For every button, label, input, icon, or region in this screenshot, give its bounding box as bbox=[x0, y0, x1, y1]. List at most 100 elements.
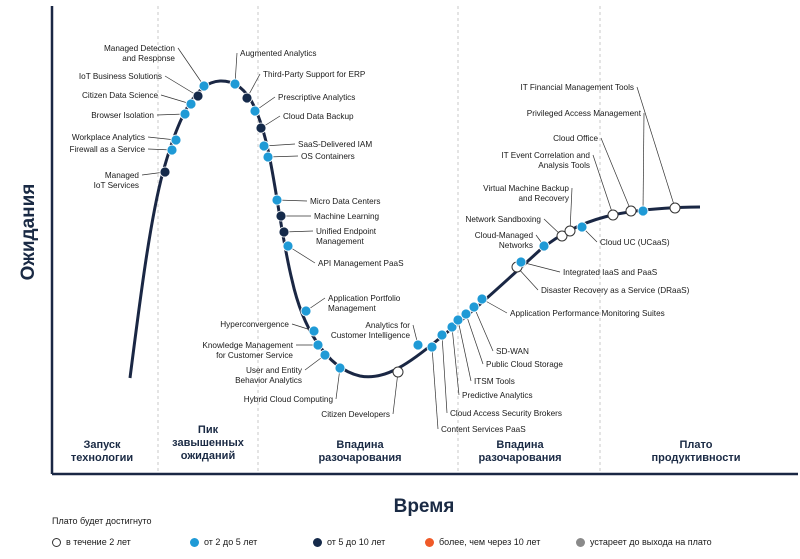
dot-saas-delivered-iam bbox=[258, 140, 270, 152]
label-public-cloud-storage: Public Cloud Storage bbox=[486, 360, 563, 369]
dot-user-and-entity-behavior-analytics bbox=[319, 349, 331, 361]
dot-application-portfolio-management bbox=[300, 305, 312, 317]
label-os-containers: OS Containers bbox=[301, 152, 355, 161]
label-content-services-paas: Content Services PaaS bbox=[441, 425, 526, 434]
phase-label: технологии bbox=[71, 452, 133, 464]
legend-title: Плато будет достигнуто bbox=[52, 516, 152, 526]
label-privileged-access-management: Privileged Access Management bbox=[527, 109, 642, 118]
leader-predictive-analytics bbox=[451, 326, 460, 396]
label-user-and-entity-behavior-analytics: User and Entity Behavior Analytics bbox=[235, 366, 303, 385]
legend-label: от 5 до 10 лет bbox=[327, 537, 386, 547]
label-itsm-tools: ITSM Tools bbox=[474, 377, 515, 386]
dot-machine-learning bbox=[275, 210, 287, 222]
leader-content-services-paas bbox=[431, 346, 439, 430]
label-application-portfolio-management: Application Portfolio Management bbox=[328, 294, 401, 313]
leader-cloud-access-security-brokers bbox=[441, 334, 448, 414]
legend-dot-5-10 bbox=[313, 537, 322, 547]
legend-label: от 2 до 5 лет bbox=[204, 537, 258, 547]
dot-unified-endpoint-management bbox=[278, 226, 290, 238]
label-sd-wan: SD-WAN bbox=[496, 347, 529, 356]
label-augmented-analytics: Augmented Analytics bbox=[240, 49, 316, 58]
label-managed-iot-services: Managed IoT Services bbox=[94, 171, 140, 190]
label-it-event-correlation-and-analysis-tools: IT Event Correlation and Analysis Tools bbox=[501, 151, 590, 170]
leader-cloud-office bbox=[600, 137, 632, 212]
leader-virtual-machine-backup-and-recovery bbox=[569, 187, 573, 232]
label-browser-isolation: Browser Isolation bbox=[91, 111, 154, 120]
dot-cloud-managed-networks bbox=[538, 240, 550, 252]
phase-label: ожиданий bbox=[181, 450, 235, 462]
label-citizen-data-science: Citizen Data Science bbox=[82, 91, 158, 100]
dot-application-performance-monitoring-suites bbox=[476, 293, 488, 305]
phase-label: Впадина bbox=[496, 439, 544, 451]
label-hybrid-cloud-computing: Hybrid Cloud Computing bbox=[244, 395, 334, 404]
dot-firewall-as-a-service bbox=[166, 144, 178, 156]
label-cloud-access-security-brokers: Cloud Access Security Brokers bbox=[450, 409, 562, 418]
label-cloud-office: Cloud Office bbox=[553, 134, 598, 143]
dot-cloud-access-security-brokers bbox=[436, 329, 448, 341]
dot-browser-isolation bbox=[179, 108, 191, 120]
dot-sd-wan bbox=[468, 301, 480, 313]
phase-label: Пик bbox=[198, 424, 219, 436]
dot-network-sandboxing bbox=[556, 230, 568, 242]
dot-virtual-machine-backup-and-recovery bbox=[564, 225, 576, 237]
leader-it-event-correlation-and-analysis-tools bbox=[592, 154, 614, 216]
label-disaster-recovery-as-a-service-draas: Disaster Recovery as a Service (DRaaS) bbox=[541, 286, 690, 295]
label-micro-data-centers: Micro Data Centers bbox=[310, 197, 381, 206]
legend-item-5-10: от 5 до 10 лет bbox=[313, 537, 385, 547]
dot-it-event-correlation-and-analysis-tools bbox=[607, 209, 619, 221]
leader-integrated-iaas-and-paas bbox=[520, 261, 561, 273]
y-axis-label: Ожидания bbox=[18, 184, 39, 281]
label-cloud-data-backup: Cloud Data Backup bbox=[283, 112, 354, 121]
dot-citizen-developers bbox=[392, 366, 404, 378]
legend-item-within-2: в течение 2 лет bbox=[52, 537, 131, 547]
leader-iot-business-solutions bbox=[164, 75, 199, 97]
label-cloud-uc-ucaas: Cloud UC (UCaaS) bbox=[600, 238, 670, 247]
dot-prescriptive-analytics bbox=[249, 105, 261, 117]
dot-cloud-uc-ucaas bbox=[576, 221, 588, 233]
legend-item-2-5: от 2 до 5 лет bbox=[190, 537, 257, 547]
label-citizen-developers: Citizen Developers bbox=[321, 410, 390, 419]
legend-label: в течение 2 лет bbox=[66, 537, 131, 547]
leader-citizen-developers bbox=[392, 371, 399, 415]
leader-sd-wan bbox=[473, 306, 494, 352]
dot-cloud-data-backup bbox=[255, 122, 267, 134]
legend-label: устареет до выхода на плато bbox=[590, 537, 712, 547]
leader-itsm-tools bbox=[457, 319, 472, 382]
dot-analytics-for-customer-intelligence bbox=[412, 339, 424, 351]
dot-it-financial-management-tools bbox=[669, 202, 681, 214]
label-analytics-for-customer-intelligence: Analytics for Customer Intelligence bbox=[331, 321, 411, 340]
label-application-performance-monitoring-suites: Application Performance Monitoring Suite… bbox=[510, 309, 665, 318]
dot-citizen-data-science bbox=[185, 98, 197, 110]
label-predictive-analytics: Predictive Analytics bbox=[462, 391, 533, 400]
dot-public-cloud-storage bbox=[460, 308, 472, 320]
label-cloud-managed-networks: Cloud-Managed Networks bbox=[475, 231, 534, 250]
legend-dot-within-2 bbox=[52, 537, 61, 547]
legend-label: более, чем через 10 лет bbox=[439, 537, 541, 547]
dot-privileged-access-management bbox=[637, 205, 649, 217]
dot-os-containers bbox=[262, 151, 274, 163]
dot-workplace-analytics bbox=[170, 134, 182, 146]
dot-third-party-support-for-erp bbox=[241, 92, 253, 104]
dot-cloud-office bbox=[625, 205, 637, 217]
label-knowledge-management-for-customer-service: Knowledge Management for Customer Service bbox=[202, 341, 293, 360]
dot-micro-data-centers bbox=[271, 194, 283, 206]
dot-knowledge-management-for-customer-service bbox=[312, 339, 324, 351]
dot-api-management-paas bbox=[282, 240, 294, 252]
label-it-financial-management-tools: IT Financial Management Tools bbox=[521, 83, 634, 92]
label-prescriptive-analytics: Prescriptive Analytics bbox=[278, 93, 355, 102]
leader-managed-detection-and-response bbox=[177, 47, 205, 87]
label-saas-delivered-iam: SaaS-Delivered IAM bbox=[298, 140, 372, 149]
phase-label: завышенных bbox=[172, 437, 245, 449]
label-api-management-paas: API Management PaaS bbox=[318, 259, 404, 268]
label-integrated-iaas-and-paas: Integrated IaaS and PaaS bbox=[563, 268, 658, 277]
label-iot-business-solutions: IoT Business Solutions bbox=[79, 72, 162, 81]
dot-augmented-analytics bbox=[229, 78, 241, 90]
label-hyperconvergence: Hyperconvergence bbox=[220, 320, 289, 329]
leader-it-financial-management-tools bbox=[636, 86, 676, 209]
dot-predictive-analytics bbox=[446, 321, 458, 333]
legend-dot-over-10 bbox=[425, 537, 434, 547]
phase-label: Запуск bbox=[83, 439, 121, 451]
label-managed-detection-and-response: Managed Detection and Response bbox=[104, 44, 175, 63]
label-firewall-as-a-service: Firewall as a Service bbox=[69, 145, 145, 154]
